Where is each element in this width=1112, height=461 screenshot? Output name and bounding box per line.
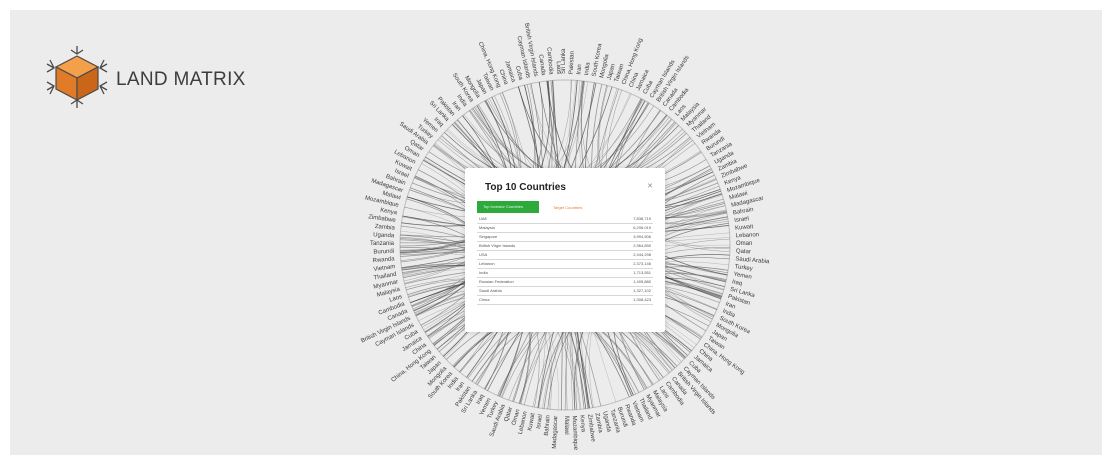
country-label: Israel: [394, 168, 410, 179]
country-label: Uganda: [373, 232, 395, 239]
country-label: Kuwait: [527, 412, 536, 431]
country-label: Rwanda: [372, 256, 395, 264]
table-row: USA 2,444,298: [477, 251, 653, 260]
country-label: Iran: [455, 381, 466, 393]
panel-title: Top 10 Countries: [485, 182, 566, 193]
table-row: Malaysia 6,206,019: [477, 224, 653, 233]
country-label: Taiwan: [614, 63, 625, 83]
brand-name: LAND MATRIX: [116, 68, 246, 90]
table-row: India 1,713,551: [477, 269, 653, 278]
panel-tabs: Top Investor Countries Target Countries: [477, 201, 653, 213]
table-row: Saudi Arabia 1,327,102: [477, 287, 653, 296]
country-label: Iran: [724, 301, 736, 310]
country-label: Pakistan: [569, 51, 576, 74]
country-label: Iran: [576, 64, 583, 75]
country-label: Iran: [450, 101, 461, 113]
country-label: Zimbabwe: [368, 214, 397, 224]
country-label: Japan: [607, 63, 617, 80]
country-table: UAE 7,838,719 Malaysia 6,206,019 Singapore…: [477, 215, 653, 305]
tab-target-countries[interactable]: Target Countries: [553, 204, 583, 210]
land-matrix-logo[interactable]: LAND MATRIX: [42, 42, 246, 117]
table-row: UAE 7,838,719: [477, 215, 653, 224]
visualization-stage: Sri Lanka Pakistan Iran India South Korea Mon…: [10, 10, 1102, 455]
country-label: Laos: [389, 294, 403, 304]
country-label: Qatar: [504, 406, 514, 422]
country-label: Canada: [537, 54, 546, 76]
country-label: Uganda: [601, 411, 612, 433]
country-label: Iraq: [476, 394, 486, 406]
country-label: Kenya: [380, 208, 398, 217]
country-label: Bahrain: [544, 415, 552, 436]
country-label: China: [629, 71, 641, 88]
country-label: India: [584, 61, 592, 75]
table-row: Singapore 3,994,506: [477, 233, 653, 242]
country-label: Lebanon: [736, 232, 760, 239]
orange-cube-logo-icon: [42, 42, 112, 117]
country-label: Vietnam: [373, 264, 396, 273]
table-row: Lebanon 2,373,146: [477, 260, 653, 269]
country-label: China: [498, 69, 509, 86]
table-row: China 1,308,423: [477, 296, 653, 305]
country-label: South Korea: [592, 43, 604, 78]
country-label: Saudi Arabia: [735, 256, 770, 265]
country-label: Cuba: [514, 65, 524, 81]
country-label: Kenya: [724, 175, 743, 187]
country-label: Mongolia: [599, 53, 610, 79]
tab-top-investor-countries[interactable]: Top Investor Countries: [477, 201, 539, 213]
country-label: Burundi: [373, 249, 394, 256]
country-label: Malawi: [382, 191, 402, 202]
country-label: Iraq: [433, 117, 445, 128]
country-label: Oman: [736, 241, 752, 247]
country-label: Zambia: [375, 224, 396, 232]
country-label: Kuwait: [735, 224, 754, 232]
country-label: India: [721, 309, 736, 320]
country-label: Madagascar: [552, 416, 559, 449]
country-label: Sri Lanka: [561, 48, 567, 74]
country-label: Israel: [734, 216, 749, 224]
country-label: Iraq: [731, 279, 742, 287]
country-label: Myanmar: [373, 279, 399, 290]
table-row: Russian Federation 1,405,880: [477, 278, 653, 287]
country-label: Zambia: [594, 413, 604, 434]
country-label: Thailand: [373, 272, 397, 282]
country-label: Malawi: [563, 416, 569, 435]
country-label: Bahrain: [733, 207, 754, 217]
country-label: Tanzania: [370, 241, 395, 247]
country-label: Zimbabwe: [586, 414, 596, 443]
country-label: Qatar: [736, 249, 751, 256]
country-label: Israel: [536, 414, 544, 429]
close-icon[interactable]: ✕: [647, 183, 653, 190]
country-label: Malawi: [729, 191, 749, 202]
country-label: Turkey: [734, 264, 753, 272]
top-countries-panel: Top 10 Countries ✕ Top Investor Countrie…: [465, 168, 665, 332]
country-label: Oman: [511, 409, 521, 426]
country-label: Mozambique: [571, 416, 579, 451]
country-label: Kenya: [578, 415, 586, 433]
country-label: Cambodia: [545, 47, 553, 75]
country-label: Lebanon: [518, 411, 529, 435]
country-label: Yemen: [733, 272, 752, 281]
country-label: Laos: [555, 61, 562, 74]
table-row: British Virgin Islands 2,964,890: [477, 242, 653, 251]
